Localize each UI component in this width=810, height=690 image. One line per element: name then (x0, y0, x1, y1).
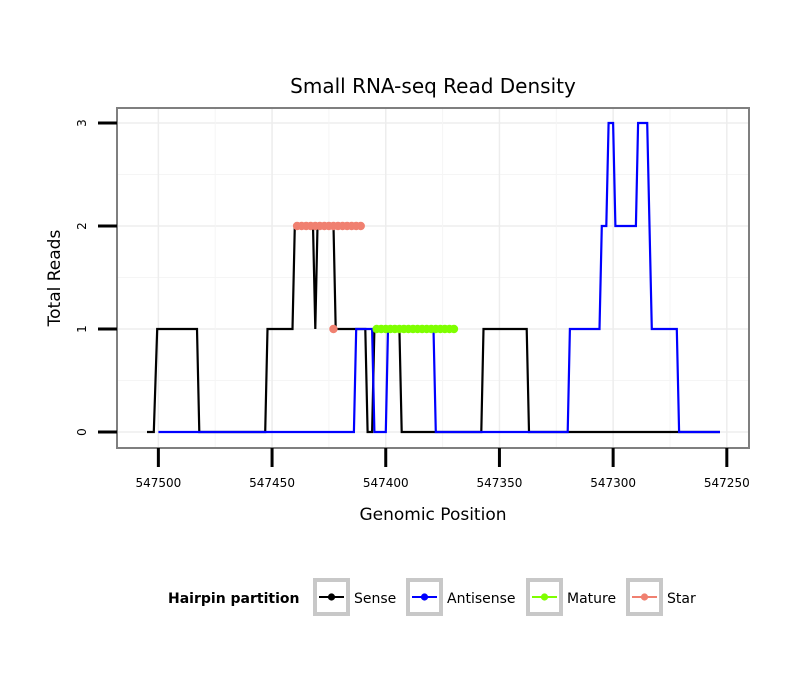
x-tick-label: 547300 (590, 476, 636, 490)
chart-title: Small RNA-seq Read Density (290, 74, 576, 98)
y-axis-title: Total Reads (45, 230, 65, 328)
x-tick-label: 547250 (704, 476, 750, 490)
legend-label-mature: Mature (567, 591, 616, 607)
legend-key-point (327, 593, 336, 601)
x-tick-label: 547450 (249, 476, 295, 490)
series-layer (147, 121, 720, 434)
y-tick-label: 2 (75, 222, 89, 230)
legend-key-point (420, 593, 429, 601)
y-tick-label: 0 (75, 428, 89, 436)
legend-item-mature: Mature (526, 578, 616, 616)
mature-point (449, 324, 459, 334)
legend-item-sense: Sense (313, 578, 396, 616)
star-point (329, 324, 338, 334)
legend-title: Hairpin partition (168, 591, 299, 607)
legend-label-star: Star (667, 591, 696, 607)
legend-key-point (540, 593, 549, 601)
y-tick-label: 1 (75, 325, 89, 333)
grid-lines (117, 108, 749, 448)
legend-item-antisense: Antisense (406, 578, 516, 616)
y-tick-label: 3 (75, 119, 89, 127)
legend: Hairpin partition Sense Antisense Mature St… (168, 578, 696, 616)
legend-label-antisense: Antisense (447, 591, 516, 607)
legend-key-point (640, 593, 649, 601)
y-axis: 0 1 2 3 (75, 119, 117, 436)
x-axis: 547500 547450 547400 547350 547300 547250 (135, 448, 750, 490)
antisense-series-line (158, 121, 720, 434)
x-axis-title: Genomic Position (359, 505, 506, 525)
legend-label-sense: Sense (354, 591, 396, 607)
x-tick-label: 547350 (477, 476, 523, 490)
x-tick-label: 547400 (363, 476, 409, 490)
plot-panel-border (116, 107, 750, 449)
x-tick-label: 547500 (135, 476, 181, 490)
legend-item-star: Star (626, 578, 696, 616)
star-point (356, 221, 365, 231)
